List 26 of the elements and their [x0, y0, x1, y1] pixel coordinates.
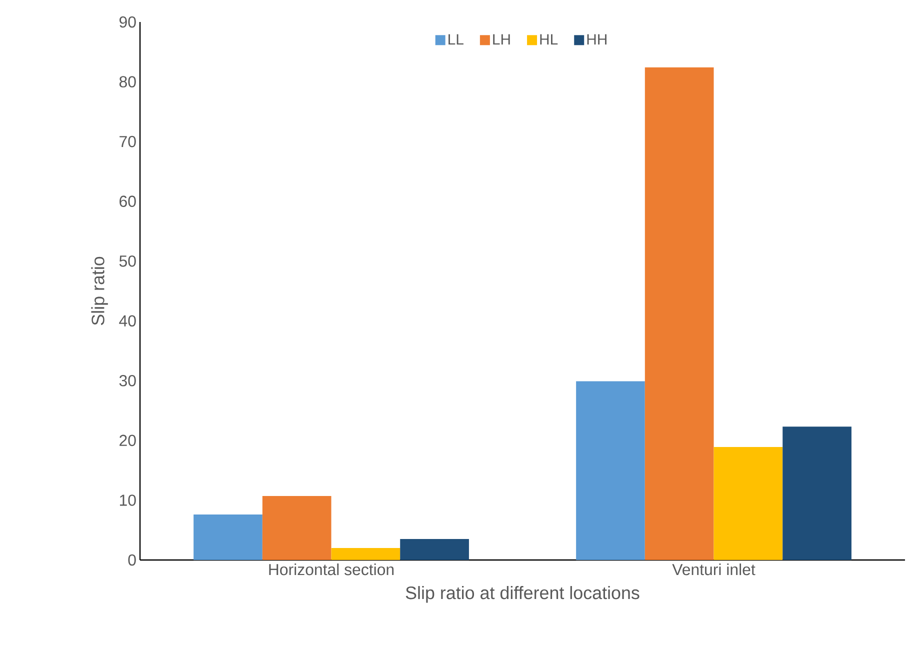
bar — [644, 67, 714, 560]
y-tick-label: 30 — [119, 375, 136, 386]
y-tick-label: 80 — [119, 76, 136, 88]
y-tick-label: 10 — [120, 494, 136, 506]
bar — [400, 539, 469, 560]
bar — [714, 447, 783, 560]
y-tick-label: 60 — [120, 196, 136, 207]
x-axis-title: Slip ratio at different locations — [406, 586, 640, 603]
legend-label: HL — [540, 34, 558, 45]
y-tick-label: 40 — [119, 315, 136, 327]
bar — [262, 496, 332, 560]
bar — [194, 514, 262, 560]
x-tick-label: Venturi inlet — [672, 564, 756, 576]
x-tick-label: Horizontal section — [269, 564, 394, 576]
y-tick-label: 70 — [120, 136, 136, 148]
bar — [782, 426, 852, 560]
y-tick-label: 20 — [120, 434, 136, 446]
legend-label: LL — [448, 34, 464, 45]
legend-label: LH — [493, 34, 510, 45]
y-tick-label: 50 — [119, 255, 136, 267]
y-axis-title: Slip ratio — [91, 256, 108, 326]
bar — [331, 548, 400, 560]
legend-label: HH — [587, 34, 606, 45]
y-tick-label: 0 — [128, 554, 136, 566]
bar — [576, 381, 645, 560]
y-tick-label: 90 — [120, 16, 136, 28]
